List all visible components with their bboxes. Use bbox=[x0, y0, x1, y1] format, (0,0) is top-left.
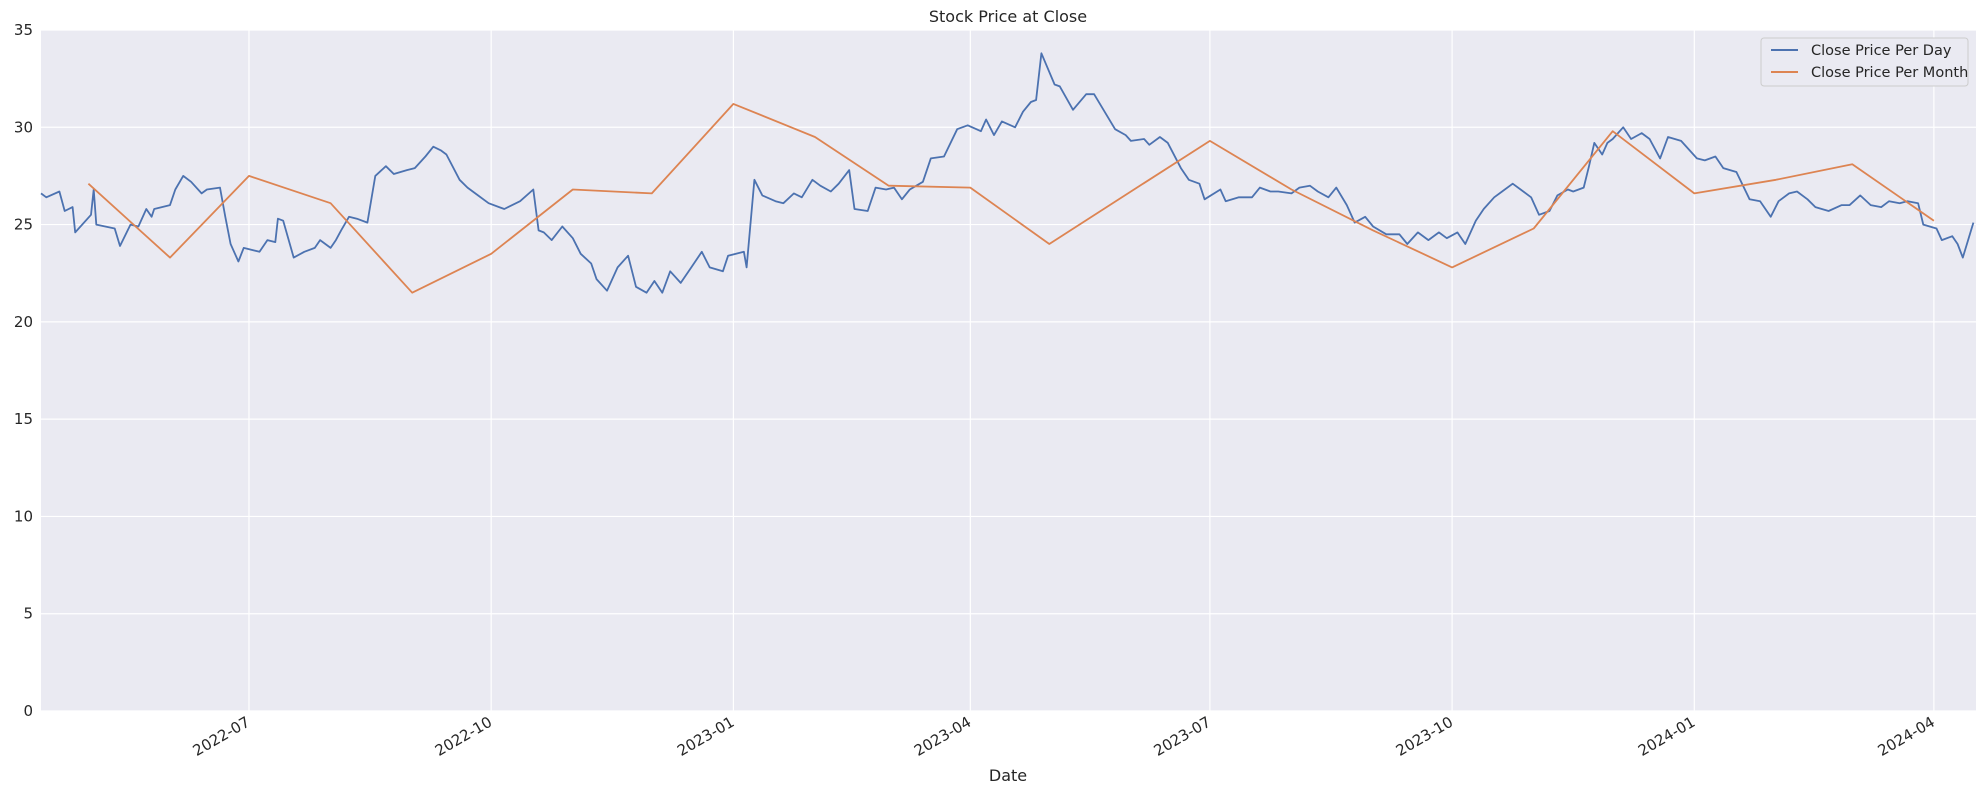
x-axis-label: Date bbox=[989, 766, 1027, 785]
y-tick-label: 20 bbox=[14, 313, 33, 331]
x-tick-label: 2023-10 bbox=[1393, 713, 1456, 760]
y-axis: 0 5 10 15 20 25 30 35 bbox=[14, 21, 33, 720]
series-layer bbox=[40, 52, 1975, 294]
y-tick-label: 25 bbox=[14, 216, 33, 234]
y-tick-label: 30 bbox=[14, 118, 33, 136]
plot-background bbox=[41, 30, 1976, 711]
legend: Close Price Per Day Close Price Per Mont… bbox=[1760, 37, 1969, 87]
x-tick-label: 2022-07 bbox=[190, 713, 253, 760]
series-line-monthly bbox=[87, 103, 1935, 294]
grid bbox=[41, 29, 1976, 712]
x-tick-label: 2024-04 bbox=[1875, 713, 1938, 760]
legend-label-monthly: Close Price Per Month bbox=[1811, 65, 1968, 81]
x-tick-label: 2023-01 bbox=[674, 713, 737, 760]
legend-box bbox=[1760, 37, 1969, 87]
y-tick-label: 5 bbox=[23, 605, 33, 623]
y-tick-label: 10 bbox=[14, 507, 33, 525]
chart-title: Stock Price at Close bbox=[929, 7, 1087, 26]
x-tick-label: 2023-07 bbox=[1151, 713, 1214, 760]
y-tick-label: 15 bbox=[14, 410, 33, 428]
y-tick-label: 0 bbox=[23, 702, 33, 720]
y-tick-label: 35 bbox=[14, 21, 33, 39]
x-tick-label: 2023-04 bbox=[911, 713, 974, 760]
legend-label-daily: Close Price Per Day bbox=[1811, 43, 1952, 59]
x-tick-label: 2022-10 bbox=[432, 713, 495, 760]
x-axis: 2022-07 2022-10 2023-01 2023-04 2023-07 2023-… bbox=[190, 713, 1938, 760]
x-tick-label: 2024-01 bbox=[1635, 713, 1698, 760]
series-line-daily bbox=[40, 52, 1975, 294]
